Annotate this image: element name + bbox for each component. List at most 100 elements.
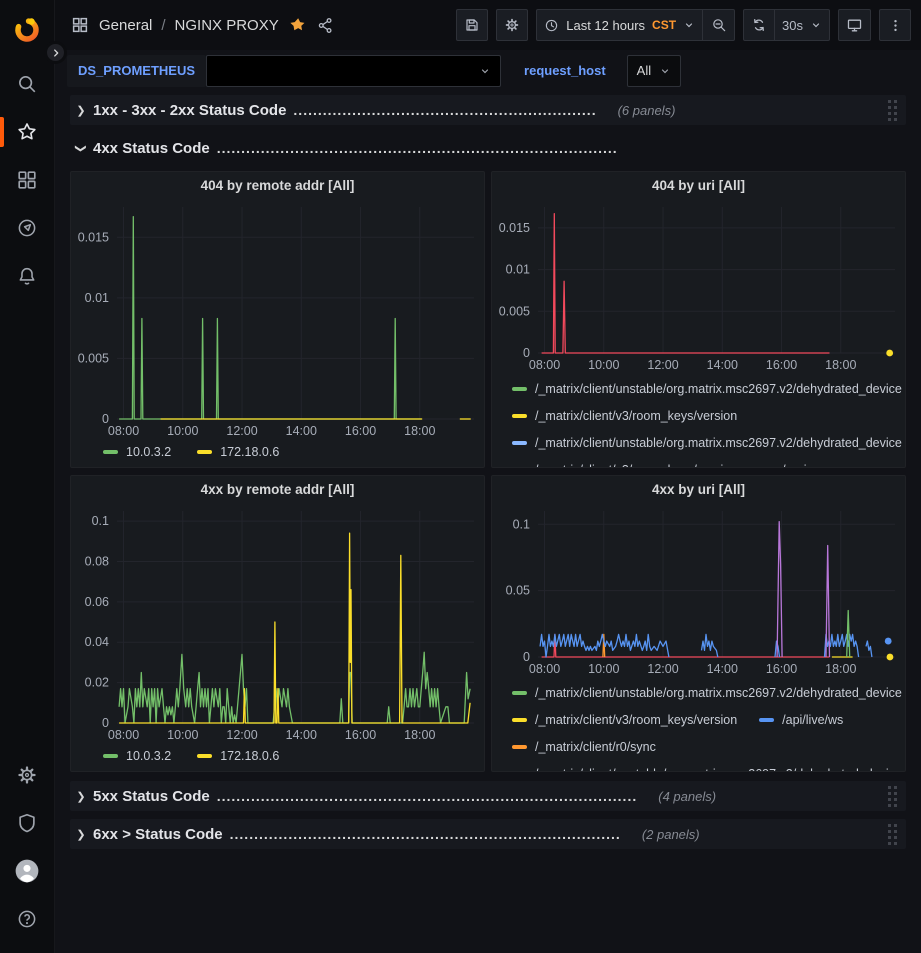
- row-title-dots: ........................................…: [229, 826, 621, 842]
- row-panel-count: (2 panels): [641, 826, 700, 842]
- panel-title[interactable]: 404 by remote addr [All]: [200, 178, 355, 193]
- refresh-interval-picker[interactable]: 30s: [775, 9, 830, 41]
- panel-title[interactable]: 4xx by remote addr [All]: [200, 482, 355, 497]
- sidebar-expand-toggle[interactable]: [44, 41, 67, 64]
- dashboard-settings-button[interactable]: [496, 9, 529, 41]
- breadcrumb-folder[interactable]: General: [99, 16, 153, 34]
- legend-item[interactable]: 172.18.0.6: [197, 442, 279, 462]
- sidebar-item-configuration[interactable]: [0, 751, 54, 799]
- zoom-out-time-button[interactable]: [703, 9, 736, 41]
- refresh-button[interactable]: [743, 9, 776, 41]
- svg-text:18:00: 18:00: [404, 728, 435, 742]
- svg-text:0.02: 0.02: [85, 676, 109, 690]
- legend-item[interactable]: /api/live/ws: [759, 710, 843, 730]
- grafana-logo[interactable]: [0, 6, 54, 52]
- legend-label: 172.18.0.6: [220, 445, 280, 459]
- svg-text:0: 0: [102, 716, 109, 730]
- kebab-menu-icon: [893, 19, 897, 31]
- time-series-chart[interactable]: 08:00 10:00 12:00 14:00 16:00 18:00 0 0.005 0.01…: [492, 199, 905, 375]
- svg-text:18:00: 18:00: [404, 424, 435, 438]
- row-header-5xx[interactable]: ❯ 5xx Status Code ......................…: [70, 781, 906, 811]
- sidebar-item-alerting[interactable]: [0, 252, 54, 300]
- row-drag-handle[interactable]: [887, 98, 898, 122]
- legend-row: 10.0.3.2 172.18.0.6: [103, 746, 279, 766]
- variable-request-host: request_host All: [513, 54, 682, 87]
- chevron-down-icon: ❯: [74, 143, 87, 153]
- legend-row: /_matrix/client/unstable/org.matrix.msc2…: [512, 433, 902, 453]
- svg-text:14:00: 14:00: [707, 662, 738, 676]
- save-dashboard-button[interactable]: [456, 9, 489, 41]
- legend-item[interactable]: /_matrix/client/unstable/org.matrix.msc2…: [512, 433, 902, 453]
- legend-item[interactable]: 10.0.3.2: [103, 746, 171, 766]
- legend-item[interactable]: 172.18.0.6: [197, 746, 279, 766]
- sidebar-item-profile[interactable]: [0, 847, 54, 895]
- sidebar-item-server-admin[interactable]: [0, 799, 54, 847]
- variable-value-dropdown[interactable]: [206, 54, 502, 87]
- legend-label: /_matrix/client/r0/sync: [535, 740, 656, 754]
- legend-label: /api/live/ws: [782, 713, 844, 727]
- svg-text:0: 0: [523, 346, 530, 360]
- time-series-chart[interactable]: 08:00 10:00 12:00 14:00 16:00 18:00 0 0.05 0.1: [492, 503, 905, 679]
- legend-item[interactable]: /_matrix/client/v3/room_keys/version: [512, 406, 737, 426]
- variable-ds-prometheus: DS_PROMETHEUS: [67, 54, 502, 87]
- svg-text:10:00: 10:00: [588, 662, 619, 676]
- row-header-6xx[interactable]: ❯ 6xx > Status Code ....................…: [70, 819, 906, 849]
- svg-text:0: 0: [102, 412, 109, 426]
- row-header-4xx[interactable]: ❯ 4xx Status Code ......................…: [70, 133, 906, 163]
- legend-swatch-icon: [512, 441, 527, 445]
- breadcrumb: General / NGINX PROXY: [99, 17, 279, 34]
- favorite-star-icon[interactable]: [289, 16, 307, 34]
- svg-text:10:00: 10:00: [167, 728, 198, 742]
- gear-icon: [505, 18, 519, 32]
- legend-item[interactable]: /_matrix/client/unstable/org.matrix.msc2…: [512, 379, 902, 399]
- svg-text:16:00: 16:00: [345, 728, 376, 742]
- svg-text:14:00: 14:00: [707, 358, 738, 372]
- legend-label: 10.0.3.2: [126, 445, 172, 459]
- row-drag-handle[interactable]: [887, 784, 898, 808]
- variable-label: DS_PROMETHEUS: [67, 54, 207, 87]
- panel-4xx-by-uri: 4xx by uri [All] 08:00 10:00 12:00 14:00 16:…: [491, 475, 906, 772]
- sidebar-item-help[interactable]: [0, 895, 54, 943]
- user-avatar: [15, 859, 39, 883]
- chart-legend: /_matrix/client/unstable/org.matrix.msc2…: [492, 679, 905, 771]
- svg-text:0.06: 0.06: [85, 595, 109, 609]
- sidebar-item-search[interactable]: [0, 60, 54, 108]
- row-title: 6xx > Status Code: [93, 825, 223, 843]
- svg-text:0.015: 0.015: [499, 221, 530, 235]
- legend-item[interactable]: /_matrix/client/v3/room_keys/version: [512, 710, 737, 730]
- row-panel-count: (4 panels): [658, 788, 717, 804]
- row-drag-handle[interactable]: [887, 822, 898, 846]
- sidebar-item-explore[interactable]: [0, 204, 54, 252]
- tv-mode-button[interactable]: [838, 9, 871, 41]
- more-options-kebab-button[interactable]: [879, 9, 911, 41]
- panel-4xx-by-remote-addr: 4xx by remote addr [All] 08:00 10:00 12:00…: [70, 475, 485, 772]
- breadcrumb-dashboard-title[interactable]: NGINX PROXY: [174, 16, 279, 34]
- legend-label: /_matrix/client/v3/room_keys/version: [535, 409, 738, 423]
- legend-item[interactable]: /_matrix/client/r0/sync: [512, 737, 656, 757]
- panel-title[interactable]: 404 by uri [All]: [651, 178, 746, 193]
- sidebar-item-starred[interactable]: [0, 108, 54, 156]
- legend-item[interactable]: /_matrix/client/unstable/org.matrix.msc2…: [512, 764, 902, 771]
- legend-item[interactable]: /_matrix/client/v3/room_keys/version: [512, 460, 737, 467]
- legend-row: /_matrix/client/unstable/org.matrix.msc2…: [512, 683, 902, 703]
- svg-text:0.01: 0.01: [85, 291, 109, 305]
- legend-item[interactable]: 10.0.3.2: [103, 442, 171, 462]
- save-icon: [466, 19, 478, 31]
- legend-label: /_matrix/client/v3/room_keys/version: [535, 460, 737, 467]
- chart-legend: /_matrix/client/unstable/org.matrix.msc2…: [492, 375, 905, 467]
- star-icon: [18, 123, 36, 140]
- share-icon[interactable]: [317, 17, 334, 34]
- legend-label: 172.18.0.6: [220, 749, 280, 763]
- time-range-picker[interactable]: Last 12 hours CST: [536, 9, 704, 41]
- time-series-chart[interactable]: 08:00 10:00 12:00 14:00 16:00 18:00 0 0.005 0.01…: [71, 199, 484, 441]
- panel-title[interactable]: 4xx by uri [All]: [651, 482, 746, 497]
- row-header-1xx-3xx-2xx[interactable]: ❯ 1xx - 3xx - 2xx Status Code ..........…: [70, 95, 906, 125]
- panel-404-by-remote-addr: 404 by remote addr [All] 08:00 10:00 12:00…: [70, 171, 485, 468]
- legend-swatch-icon: [512, 718, 527, 722]
- legend-item[interactable]: /_matrix/client/unstable/org.matrix.msc2…: [512, 683, 902, 703]
- time-series-chart[interactable]: 08:00 10:00 12:00 14:00 16:00 18:00 0 0.02 0.04 0…: [71, 503, 484, 745]
- legend-item[interactable]: /sw.js: [759, 460, 813, 467]
- variable-value-dropdown[interactable]: All: [626, 54, 682, 87]
- svg-text:08:00: 08:00: [529, 662, 560, 676]
- sidebar-item-dashboards[interactable]: [0, 156, 54, 204]
